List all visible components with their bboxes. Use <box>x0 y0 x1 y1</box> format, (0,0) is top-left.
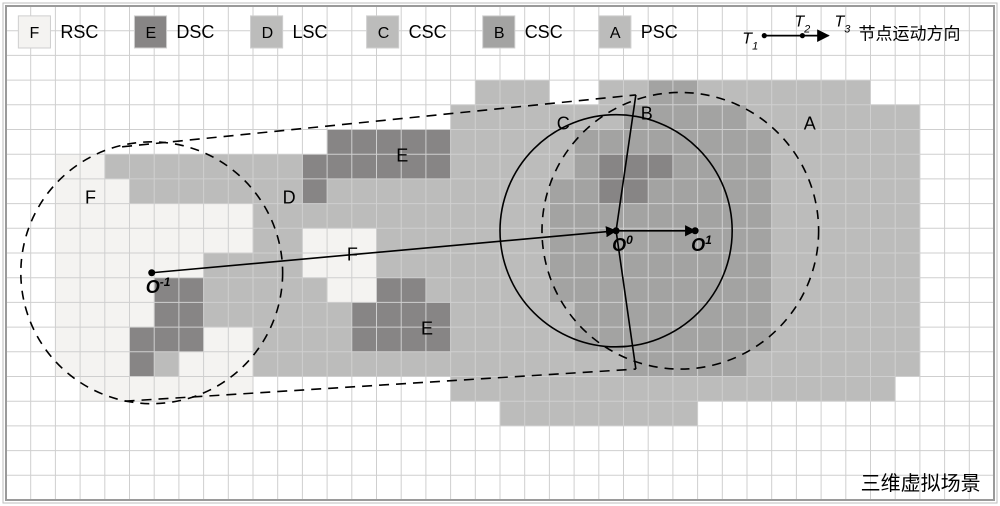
node-point <box>692 227 699 234</box>
region-E <box>648 154 673 179</box>
svg-text:A: A <box>610 25 621 42</box>
legend-label: CSC <box>409 22 447 42</box>
svg-text:D: D <box>262 25 274 42</box>
node-point <box>148 269 155 276</box>
svg-text:C: C <box>378 25 390 42</box>
region-label: C <box>557 114 570 134</box>
region-label: A <box>804 114 816 134</box>
region-label: F <box>85 188 96 208</box>
diagram: O-1O0O1FDFEECBAFRSCEDSCDLSCCCSCBCSCAPSCT… <box>0 0 1000 506</box>
region-C <box>475 80 549 105</box>
region-label: D <box>283 188 296 208</box>
region-label: E <box>421 319 433 339</box>
region-F <box>80 377 105 402</box>
svg-text:F: F <box>29 25 39 42</box>
region-A <box>747 105 920 377</box>
region-B <box>624 352 748 377</box>
svg-text:B: B <box>494 25 505 42</box>
region-B <box>549 179 574 303</box>
node-point <box>613 227 620 234</box>
svg-text:E: E <box>146 25 157 42</box>
region-D <box>154 352 179 377</box>
region-D <box>105 154 130 179</box>
region-label: E <box>396 146 408 166</box>
caption: 三维虚拟场景 <box>861 472 981 495</box>
region-label: F <box>347 244 358 264</box>
region-label: B <box>641 104 653 124</box>
legend-label: RSC <box>60 22 98 42</box>
motion-label: 节点运动方向 <box>859 25 961 44</box>
legend-label: CSC <box>525 22 563 42</box>
legend-label: PSC <box>641 22 678 42</box>
legend-label: DSC <box>176 22 214 42</box>
legend-label: LSC <box>293 22 328 42</box>
